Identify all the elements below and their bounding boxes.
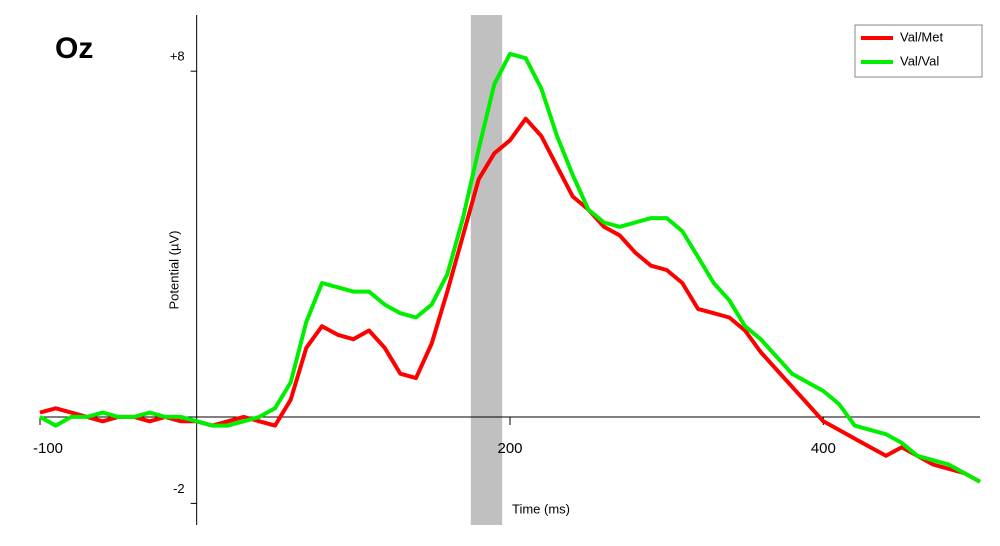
x-axis-label: Time (ms) xyxy=(512,501,570,516)
legend-box xyxy=(854,24,983,78)
x-tick-label: 400 xyxy=(811,440,836,457)
series-line xyxy=(39,51,981,484)
y-tick-label: +8 xyxy=(170,49,185,64)
y-tick-label: -2 xyxy=(173,481,185,496)
x-tick-label: -100 xyxy=(33,440,63,457)
chart-title: Oz xyxy=(55,32,93,65)
shaded-window xyxy=(470,15,503,525)
legend-label: Val/Val xyxy=(900,53,939,68)
legend-label: Val/Met xyxy=(900,29,943,44)
y-axis-label: Potential (µV) xyxy=(166,230,181,309)
x-tick-label: 200 xyxy=(497,440,522,457)
